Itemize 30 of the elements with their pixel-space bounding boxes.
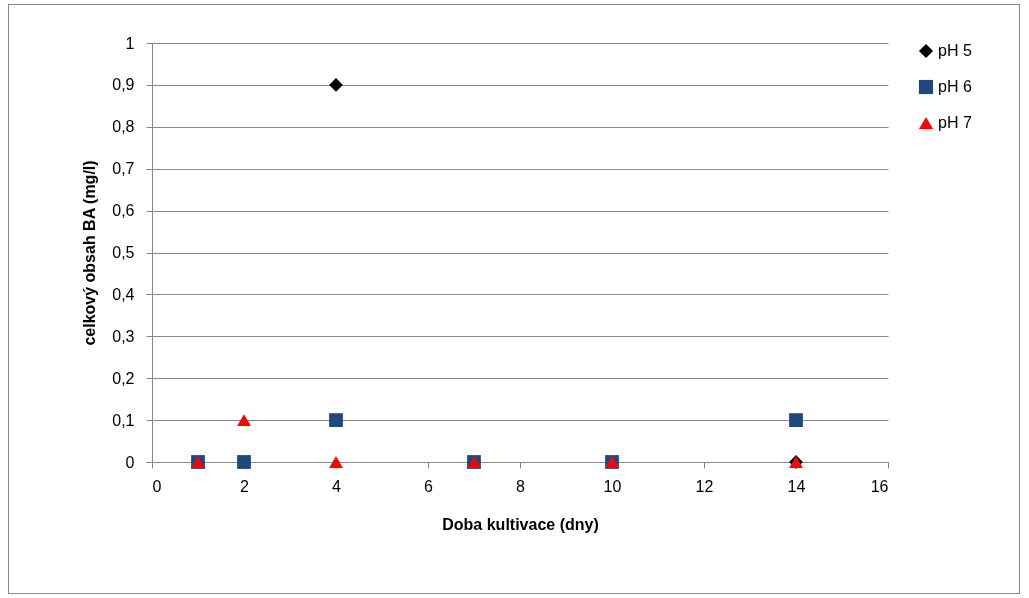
x-tick-label: 6	[424, 477, 434, 495]
y-tick-label: 0,9	[112, 76, 135, 94]
x-tick-label: 14	[787, 477, 806, 495]
point	[329, 78, 343, 92]
y-tick-label: 0,6	[112, 202, 135, 220]
point	[329, 456, 343, 468]
y-tick-label: 0,8	[112, 118, 135, 136]
point	[237, 414, 251, 427]
y-axis-title: celkový obsah BA (mg/l)	[81, 160, 99, 346]
y-tick-label: 0,2	[112, 369, 135, 387]
y-tick-label: 1	[125, 34, 135, 52]
y-tick-label: 0,7	[112, 160, 135, 178]
y-tick-label: 0,5	[112, 244, 135, 261]
legend-label: pH 6	[938, 78, 972, 95]
point	[789, 413, 803, 427]
y-tick-label: 0,4	[112, 285, 135, 303]
x-tick-label: 10	[603, 477, 622, 495]
x-tick-label: 16	[870, 477, 889, 495]
x-tick-label: 0	[152, 477, 162, 495]
x-tick-label: 12	[695, 477, 714, 495]
x-tick-label: 2	[240, 477, 250, 495]
x-axis-title: Doba kultivace (dny)	[442, 515, 599, 533]
legend-label: pH 5	[938, 42, 972, 59]
x-tick-label: 4	[332, 477, 342, 495]
y-tick-label: 0,1	[112, 411, 135, 429]
x-tick-label: 8	[516, 477, 526, 495]
point	[329, 413, 343, 427]
y-tick-label: 0,3	[112, 327, 135, 345]
legend-label: pH 7	[938, 114, 972, 131]
y-tick-label: 0	[125, 453, 135, 471]
